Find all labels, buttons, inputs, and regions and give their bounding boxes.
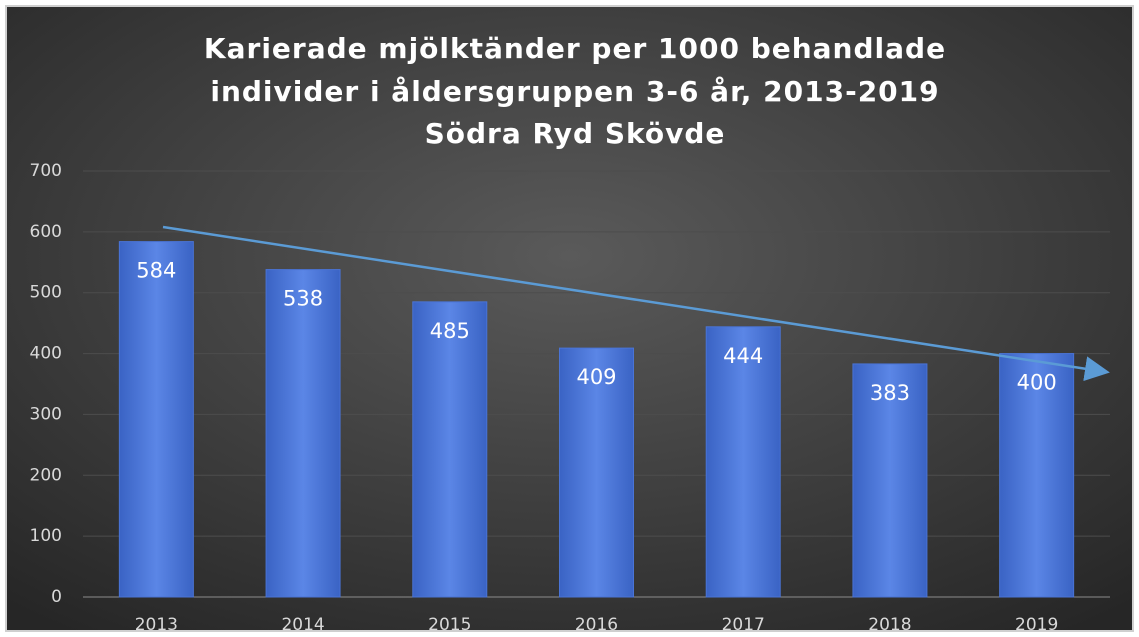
bar bbox=[852, 363, 928, 598]
bar bbox=[999, 353, 1075, 598]
y-tick-label: 400 bbox=[30, 344, 62, 364]
y-tick-label: 0 bbox=[51, 587, 62, 607]
value-label: 383 bbox=[870, 381, 910, 405]
value-label: 400 bbox=[1017, 371, 1057, 395]
x-tick-label: 2014 bbox=[281, 615, 324, 635]
y-tick-label: 600 bbox=[30, 222, 62, 242]
bar bbox=[412, 301, 488, 598]
value-label: 444 bbox=[723, 344, 763, 368]
y-tick-label: 700 bbox=[30, 161, 62, 181]
plot-area: 0 100 200 300 400 500 600 700 2013 584 2014 538 2015… bbox=[30, 161, 1110, 635]
y-tick-label: 100 bbox=[30, 526, 62, 546]
chart-title: individer i åldersgruppen 3-6 år, 2013-2… bbox=[210, 75, 939, 108]
x-tick-label: 2013 bbox=[135, 615, 178, 635]
bar bbox=[705, 326, 781, 598]
bar bbox=[559, 347, 634, 598]
x-tick-label: 2017 bbox=[722, 615, 765, 635]
y-tick-label: 200 bbox=[30, 465, 62, 485]
x-tick-label: 2019 bbox=[1015, 615, 1058, 635]
y-tick-label: 300 bbox=[30, 404, 62, 424]
bar bbox=[265, 269, 341, 598]
bar bbox=[118, 241, 194, 598]
value-label: 584 bbox=[136, 259, 176, 283]
value-label: 485 bbox=[430, 319, 470, 343]
x-tick-label: 2015 bbox=[428, 615, 471, 635]
value-label: 409 bbox=[576, 365, 616, 389]
value-label: 538 bbox=[283, 287, 323, 311]
y-tick-label: 500 bbox=[30, 283, 62, 303]
trend-arrow bbox=[162, 225, 1110, 382]
x-tick-label: 2016 bbox=[575, 615, 618, 635]
x-tick-label: 2018 bbox=[868, 615, 911, 635]
chart-title: Södra Ryd Skövde bbox=[425, 117, 726, 150]
chart-title: Karierade mjölktänder per 1000 behandlad… bbox=[204, 32, 946, 65]
